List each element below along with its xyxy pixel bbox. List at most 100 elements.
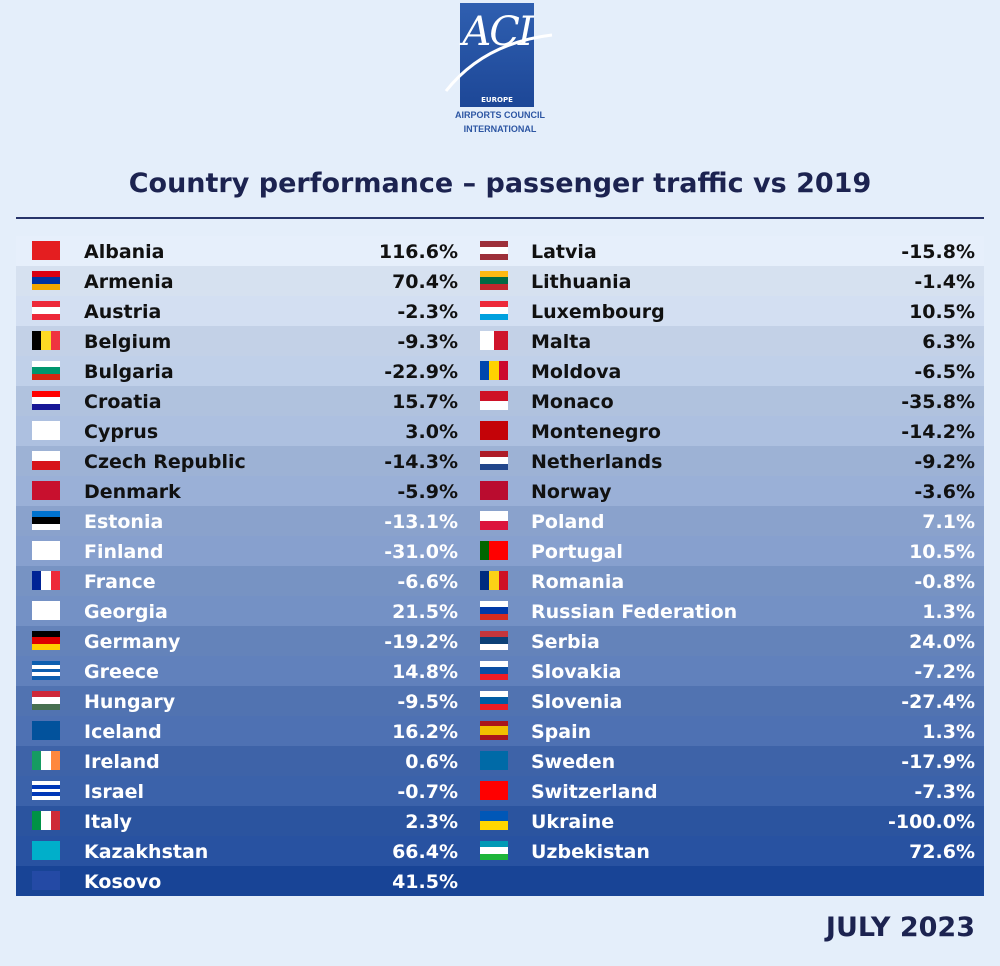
flag-icon: [32, 451, 60, 470]
traffic-change-value: -0.7%: [397, 781, 458, 803]
table-row: Italy 2.3% Ukraine -100.0%: [16, 806, 984, 836]
traffic-change-value: 16.2%: [392, 721, 458, 743]
country-name: Croatia: [84, 391, 162, 413]
flag-icon: [480, 691, 508, 710]
traffic-change-value: -1.4%: [914, 271, 975, 293]
traffic-change-value: -6.5%: [914, 361, 975, 383]
flag-icon: [32, 811, 60, 830]
traffic-change-value: 1.3%: [922, 721, 975, 743]
country-name: Portugal: [531, 541, 623, 563]
traffic-change-value: -9.5%: [397, 691, 458, 713]
logo-line-1: AIRPORTS COUNCIL: [455, 110, 545, 120]
country-name: Russian Federation: [531, 601, 738, 623]
traffic-change-value: -5.9%: [397, 481, 458, 503]
flag-icon: [32, 691, 60, 710]
country-name: Slovenia: [531, 691, 623, 713]
flag-icon: [32, 871, 60, 890]
flag-icon: [480, 331, 508, 350]
traffic-change-value: -15.8%: [901, 241, 975, 263]
title-divider: [16, 217, 984, 219]
traffic-change-value: -22.9%: [384, 361, 458, 383]
flag-icon: [480, 661, 508, 680]
country-name: Bulgaria: [84, 361, 174, 383]
table-row: Israel -0.7% Switzerland -7.3%: [16, 776, 984, 806]
country-name: Israel: [84, 781, 144, 803]
flag-icon: [480, 271, 508, 290]
country-name: Serbia: [531, 631, 600, 653]
logo-line-2: INTERNATIONAL: [463, 124, 537, 134]
table-row: Croatia 15.7% Monaco -35.8%: [16, 386, 984, 416]
report-date: JULY 2023: [825, 912, 975, 943]
flag-icon: [480, 601, 508, 620]
country-name: Georgia: [84, 601, 168, 623]
traffic-change-value: -19.2%: [384, 631, 458, 653]
page-title: Country performance – passenger traffic …: [128, 168, 872, 199]
flag-icon: [480, 571, 508, 590]
flag-icon: [32, 721, 60, 740]
country-name: Ireland: [84, 751, 160, 773]
traffic-change-value: -9.2%: [914, 451, 975, 473]
table-row: Czech Republic -14.3% Netherlands -9.2%: [16, 446, 984, 476]
flag-icon: [32, 481, 60, 500]
flag-icon: [32, 631, 60, 650]
flag-icon: [32, 661, 60, 680]
flag-icon: [480, 241, 508, 260]
country-name: Greece: [84, 661, 159, 683]
traffic-change-value: 2.3%: [405, 811, 458, 833]
traffic-change-value: -2.3%: [397, 301, 458, 323]
traffic-change-value: -3.6%: [914, 481, 975, 503]
traffic-change-value: 6.3%: [922, 331, 975, 353]
table-row: Denmark -5.9% Norway -3.6%: [16, 476, 984, 506]
traffic-change-value: -14.2%: [901, 421, 975, 443]
traffic-change-value: 21.5%: [392, 601, 458, 623]
flag-icon: [32, 571, 60, 590]
country-name: France: [84, 571, 156, 593]
traffic-change-value: -9.3%: [397, 331, 458, 353]
traffic-change-value: 72.6%: [909, 841, 975, 863]
flag-icon: [32, 511, 60, 530]
flag-icon: [32, 841, 60, 860]
flag-icon: [480, 841, 508, 860]
traffic-change-value: 10.5%: [909, 301, 975, 323]
table-row: Germany -19.2% Serbia 24.0%: [16, 626, 984, 656]
flag-icon: [480, 481, 508, 500]
country-name: Switzerland: [531, 781, 658, 803]
flag-icon: [32, 421, 60, 440]
flag-icon: [32, 241, 60, 260]
country-table: Albania 116.6% Latvia -15.8% Armenia 70.4% Lit…: [16, 236, 984, 904]
traffic-change-value: 10.5%: [909, 541, 975, 563]
country-name: Austria: [84, 301, 162, 323]
traffic-change-value: -13.1%: [384, 511, 458, 533]
flag-icon: [480, 301, 508, 320]
table-row: Belgium -9.3% Malta 6.3%: [16, 326, 984, 356]
traffic-change-value: 24.0%: [909, 631, 975, 653]
country-name: Monaco: [531, 391, 614, 413]
country-name: Sweden: [531, 751, 616, 773]
flag-icon: [32, 271, 60, 290]
traffic-change-value: -27.4%: [901, 691, 975, 713]
country-name: Italy: [84, 811, 132, 833]
traffic-change-value: -0.8%: [914, 571, 975, 593]
flag-icon: [32, 751, 60, 770]
flag-icon: [32, 541, 60, 560]
table-row: Austria -2.3% Luxembourg 10.5%: [16, 296, 984, 326]
country-name: Cyprus: [84, 421, 159, 443]
table-row: Estonia -13.1% Poland 7.1%: [16, 506, 984, 536]
table-row: Hungary -9.5% Slovenia -27.4%: [16, 686, 984, 716]
country-name: Hungary: [84, 691, 176, 713]
country-name: Albania: [84, 241, 165, 263]
flag-icon: [480, 391, 508, 410]
flag-icon: [480, 541, 508, 560]
table-row: Iceland 16.2% Spain 1.3%: [16, 716, 984, 746]
traffic-change-value: -100.0%: [887, 811, 975, 833]
table-row: Bulgaria -22.9% Moldova -6.5%: [16, 356, 984, 386]
logo-swoosh-icon: [444, 33, 553, 92]
country-name: Iceland: [84, 721, 162, 743]
country-name: Belgium: [84, 331, 172, 353]
traffic-change-value: 41.5%: [392, 871, 458, 893]
flag-icon: [32, 391, 60, 410]
flag-icon: [32, 601, 60, 620]
country-name: Slovakia: [531, 661, 622, 683]
traffic-change-value: -17.9%: [901, 751, 975, 773]
traffic-change-value: 15.7%: [392, 391, 458, 413]
